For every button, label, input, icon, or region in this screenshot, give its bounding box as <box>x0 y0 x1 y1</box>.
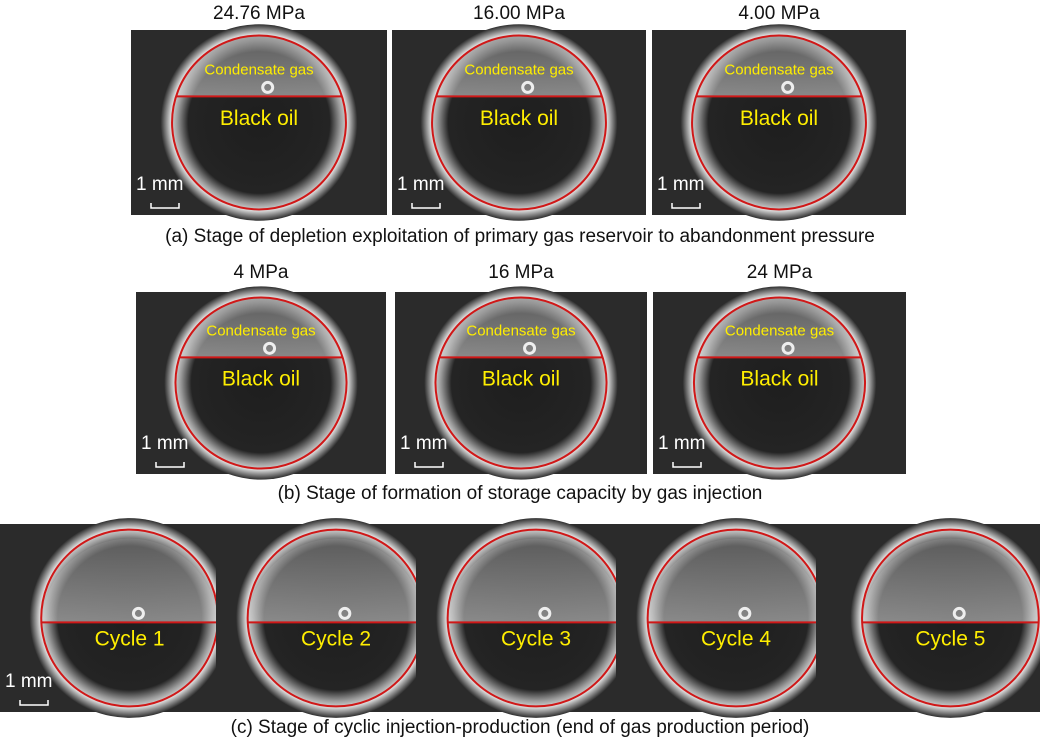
lower-label: Cycle 5 <box>915 628 985 651</box>
lower-label: Black oil <box>220 107 298 130</box>
scale-label: 1 mm <box>141 433 189 454</box>
lower-label: Black oil <box>740 368 818 391</box>
cell-outline <box>691 34 867 211</box>
image-title: 24 MPa <box>747 262 813 283</box>
fitting <box>261 80 275 94</box>
gas-region <box>862 538 1039 623</box>
lower-label: Cycle 2 <box>301 628 371 651</box>
fitting <box>523 341 537 355</box>
scale-bar <box>414 462 444 468</box>
panel-caption: (c) Stage of cyclic injection-production… <box>231 717 810 738</box>
upper-label: Condensate gas <box>724 61 833 78</box>
upper-label: Condensate gas <box>464 61 573 78</box>
gas-region <box>647 538 825 623</box>
fitting <box>781 341 795 355</box>
cell-outline <box>434 296 608 470</box>
scale-label: 1 mm <box>658 433 706 454</box>
gas-region <box>41 538 218 623</box>
gas-region <box>697 297 862 358</box>
gas-region <box>447 538 625 623</box>
gas-region <box>439 297 603 358</box>
gas-region <box>179 297 343 358</box>
upper-label: Condensate gas <box>725 323 834 340</box>
scale-bar <box>19 700 49 706</box>
scale-label: 1 mm <box>657 174 705 195</box>
cell-outline <box>692 296 867 470</box>
gas-region <box>176 35 342 97</box>
lower-label: Black oil <box>480 107 558 130</box>
fitting <box>131 606 145 620</box>
image-title: 16 MPa <box>488 262 554 283</box>
fitting <box>781 80 795 94</box>
gas-region <box>696 35 862 97</box>
scale-label: 1 mm <box>5 671 53 692</box>
image-title: 24.76 MPa <box>213 3 305 24</box>
scale-bar <box>155 462 185 468</box>
scale-bar <box>411 203 441 209</box>
fitting <box>263 341 277 355</box>
image-title: 16.00 MPa <box>473 3 565 24</box>
cell-outline <box>861 528 1040 708</box>
image-title: 4.00 MPa <box>738 3 820 24</box>
lower-label: Cycle 4 <box>701 628 771 651</box>
fitting <box>952 606 966 620</box>
scale-bar <box>671 203 701 209</box>
cell-outline <box>431 34 607 211</box>
lower-label: Black oil <box>222 368 300 391</box>
gas-region <box>247 538 425 623</box>
scale-label: 1 mm <box>136 174 184 195</box>
fitting <box>521 80 535 94</box>
fitting <box>338 606 352 620</box>
lower-label: Cycle 3 <box>501 628 571 651</box>
fitting <box>738 606 752 620</box>
cell-outline <box>171 34 347 211</box>
scale-label: 1 mm <box>400 433 448 454</box>
scale-label: 1 mm <box>397 174 445 195</box>
panel-caption: (a) Stage of depletion exploitation of p… <box>165 226 875 247</box>
upper-label: Condensate gas <box>466 323 575 340</box>
lower-label: Cycle 1 <box>95 628 165 651</box>
upper-label: Condensate gas <box>204 61 313 78</box>
scale-bar <box>150 203 180 209</box>
lower-label: Black oil <box>740 107 818 130</box>
panel-caption: (b) Stage of formation of storage capaci… <box>278 483 763 504</box>
gas-region <box>436 35 602 97</box>
image-title: 4 MPa <box>234 262 289 283</box>
lower-label: Black oil <box>482 368 560 391</box>
upper-label: Condensate gas <box>206 323 315 340</box>
fitting <box>538 606 552 620</box>
cell-outline <box>174 296 348 470</box>
scale-bar <box>672 462 702 468</box>
